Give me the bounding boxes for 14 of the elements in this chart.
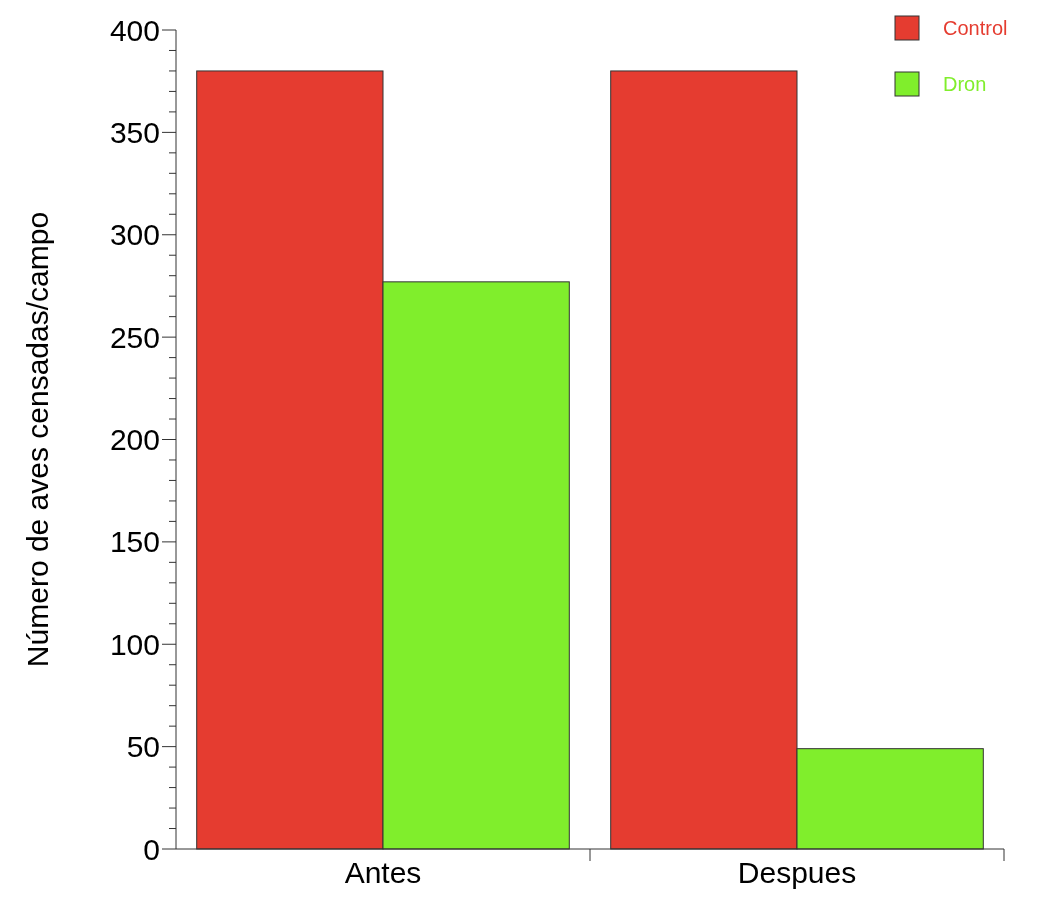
y-tick-label: 50 bbox=[126, 730, 160, 764]
y-tick-label: 150 bbox=[109, 525, 160, 559]
x-tick-label: Despues bbox=[737, 856, 857, 889]
y-tick-label: 0 bbox=[143, 832, 160, 866]
x-tick-label: Antes bbox=[344, 856, 422, 889]
y-tick-label: 100 bbox=[109, 627, 160, 661]
y-tick-label: 350 bbox=[109, 115, 160, 149]
y-tick-label: 250 bbox=[109, 320, 160, 354]
y-tick-label: 200 bbox=[109, 423, 160, 456]
legend-label: Control bbox=[943, 17, 1008, 39]
y-axis-title: Número de aves censadas/campo bbox=[21, 211, 54, 668]
y-tick-label: 300 bbox=[109, 218, 160, 252]
y-tick-label: 400 bbox=[109, 13, 160, 47]
legend-label: Dron bbox=[943, 73, 987, 95]
